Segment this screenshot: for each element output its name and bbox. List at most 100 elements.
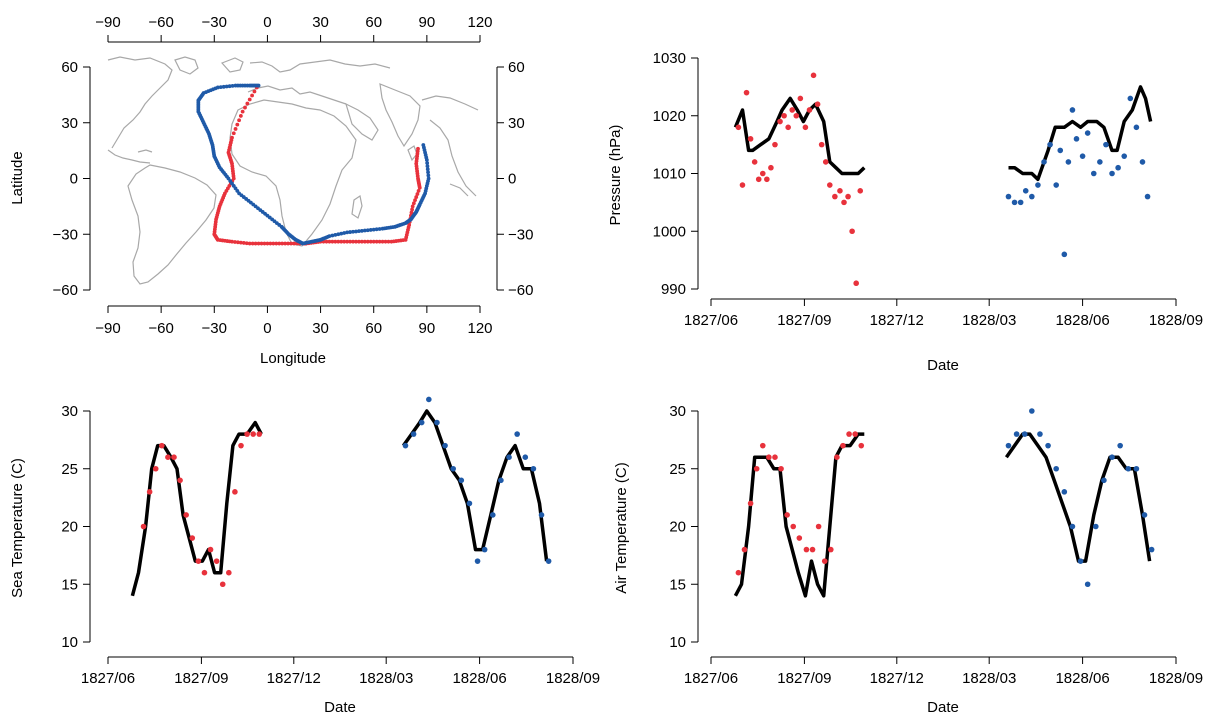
- observation-point: [1061, 251, 1068, 258]
- y-tick-label: 1030: [653, 50, 686, 67]
- map-track-point: [256, 83, 261, 88]
- map-track-point: [377, 239, 382, 244]
- map-track-point: [240, 109, 245, 114]
- y-tick-label: 10: [669, 634, 686, 651]
- map-track-point: [259, 241, 264, 246]
- observation-point: [852, 431, 858, 437]
- observation-point: [489, 512, 496, 518]
- map-track-point: [351, 239, 355, 244]
- x-tick-label: 1827/09: [777, 670, 831, 687]
- map-track-point: [243, 105, 247, 110]
- model-line: [401, 409, 549, 562]
- observation-point: [768, 164, 774, 171]
- observation-point: [747, 500, 754, 507]
- observation-point: [1065, 159, 1072, 165]
- x-tick-label: 1827/06: [81, 670, 135, 687]
- model-line: [1004, 432, 1152, 563]
- map-track-point: [224, 84, 229, 89]
- map-track-point: [253, 241, 258, 246]
- map-track-point: [410, 207, 414, 212]
- map-track-point: [345, 239, 350, 244]
- map-track-point: [362, 228, 367, 233]
- observation-point: [1125, 465, 1132, 472]
- x-tick-label: 1828/03: [962, 670, 1016, 687]
- map-track-point: [426, 173, 431, 178]
- map-track-point: [374, 239, 379, 244]
- map-track-point: [238, 114, 243, 118]
- observation-point: [821, 558, 828, 564]
- model-line: [130, 420, 263, 597]
- observation-point: [832, 193, 838, 200]
- observation-point: [753, 465, 760, 472]
- x-tick-label: 1827/12: [870, 312, 924, 329]
- map-track-point: [342, 239, 347, 244]
- map-track-point: [410, 204, 415, 209]
- map-track-point: [333, 239, 338, 244]
- observation-point: [841, 199, 847, 206]
- map-y-tick-label-left: 30: [61, 115, 78, 132]
- observation-point: [1084, 581, 1091, 588]
- map-track-point: [227, 84, 232, 89]
- observation-point: [402, 442, 409, 449]
- model-line: [1008, 85, 1153, 182]
- map-track-point: [380, 226, 385, 231]
- observation-point: [764, 176, 770, 183]
- y-tick-label: 25: [669, 461, 686, 478]
- y-tick-label: 15: [61, 576, 78, 593]
- model-line: [733, 432, 865, 598]
- observation-point: [1117, 442, 1123, 449]
- observation-point: [1090, 170, 1097, 177]
- observation-point: [1127, 95, 1134, 102]
- map-y-tick-label-right: −60: [508, 282, 533, 299]
- y-tick-label: 1000: [653, 223, 686, 240]
- observation-point: [1097, 159, 1103, 165]
- observation-point: [837, 188, 843, 194]
- observation-point: [751, 159, 758, 165]
- observation-point: [1045, 442, 1051, 449]
- map-track-point: [262, 241, 267, 246]
- observation-point: [815, 523, 822, 530]
- observation-point: [522, 454, 529, 461]
- map-y-tick-label-left: −60: [53, 282, 78, 299]
- observation-point: [474, 558, 481, 564]
- observation-point: [410, 431, 417, 437]
- observation-point: [739, 182, 746, 188]
- observation-point: [1013, 431, 1020, 437]
- map-track-point: [351, 229, 355, 234]
- observation-point: [450, 465, 456, 472]
- x-tick-label: 1828/09: [546, 670, 600, 687]
- map-x-tick-label-top: 0: [263, 14, 271, 31]
- observation-point: [1109, 454, 1115, 461]
- map-y-tick-label-right: 0: [508, 171, 516, 188]
- map-track-point: [414, 195, 419, 199]
- observation-point: [189, 535, 196, 541]
- observation-point: [840, 442, 846, 449]
- observation-point: [1029, 408, 1035, 414]
- map-track-point: [292, 241, 296, 246]
- observation-point: [784, 512, 790, 518]
- map-x-tick-label-top: −30: [202, 14, 227, 31]
- y-tick-label: 25: [61, 461, 78, 478]
- map-x-tick-label-top: 60: [365, 14, 382, 31]
- observation-point: [826, 182, 833, 188]
- map-track-point: [413, 198, 417, 203]
- model-line: [733, 96, 866, 176]
- observation-point: [1029, 193, 1035, 200]
- observation-point: [426, 396, 432, 403]
- observation-point: [1079, 153, 1086, 159]
- x-tick-label: 1828/09: [1149, 312, 1203, 329]
- map-track-point: [238, 240, 243, 245]
- observation-point: [538, 512, 545, 518]
- map-track-point: [426, 170, 430, 175]
- observation-point: [1053, 182, 1059, 188]
- map-track-point: [365, 228, 370, 233]
- observation-point: [1133, 465, 1140, 472]
- y-tick-label: 10: [61, 634, 78, 651]
- observation-point: [152, 465, 159, 472]
- observation-point: [545, 558, 552, 564]
- map-track-point: [416, 146, 420, 151]
- pressure-xlabel: Date: [927, 357, 959, 374]
- map-x-tick-label-bottom: 120: [467, 320, 492, 337]
- map-points: [196, 83, 431, 246]
- observation-point: [171, 454, 177, 461]
